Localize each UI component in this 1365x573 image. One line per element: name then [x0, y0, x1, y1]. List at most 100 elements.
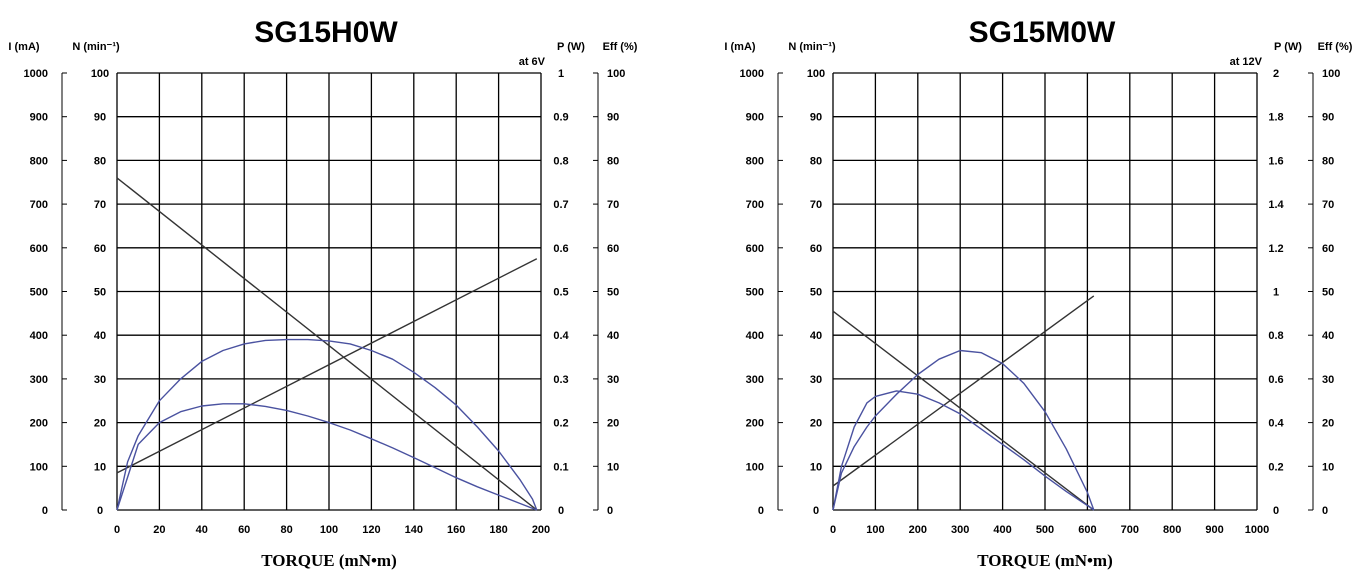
y-tick-label: 700 — [746, 199, 764, 211]
y-tick-label: 500 — [30, 287, 48, 299]
y-tick-label: 0 — [813, 505, 819, 517]
y-tick-label: 40 — [607, 330, 619, 342]
y-tick-label: 0.1 — [553, 461, 568, 473]
y-tick-label: 30 — [1322, 374, 1334, 386]
y-tick-label: 80 — [810, 155, 822, 167]
y-tick-label: 70 — [607, 199, 619, 211]
y-tick-label: 10 — [1322, 461, 1334, 473]
y-tick-label: 0.4 — [553, 330, 569, 342]
y-tick-label: 200 — [30, 418, 48, 430]
series-line-4 — [832, 390, 1095, 511]
y-tick-label: 800 — [746, 155, 764, 167]
y-tick-label: 0.2 — [553, 418, 568, 430]
x-tick-label: 0 — [114, 524, 120, 536]
y-tick-label: 70 — [810, 199, 822, 211]
y-tick-label: 300 — [30, 374, 48, 386]
x-tick-label: 800 — [1163, 524, 1181, 536]
y-tick-label: 600 — [30, 243, 48, 255]
x-tick-label: 700 — [1121, 524, 1139, 536]
y-axis-label: P (W) — [557, 41, 585, 53]
y-tick-label: 1 — [558, 68, 564, 80]
y-tick-label: 100 — [91, 68, 109, 80]
y-tick-label: 60 — [607, 243, 619, 255]
x-tick-label: 100 — [320, 524, 338, 536]
y-tick-label: 20 — [810, 418, 822, 430]
x-tick-label: 200 — [532, 524, 550, 536]
y-tick-label: 0.8 — [553, 155, 568, 167]
x-tick-label: 500 — [1036, 524, 1054, 536]
y-tick-label: 60 — [94, 243, 106, 255]
x-tick-label: 180 — [489, 524, 507, 536]
y-tick-label: 1.6 — [1268, 155, 1283, 167]
y-tick-label: 100 — [807, 68, 825, 80]
y-tick-label: 50 — [607, 287, 619, 299]
series-line-2 — [116, 258, 538, 474]
y-tick-label: 70 — [1322, 199, 1334, 211]
x-tick-label: 200 — [909, 524, 927, 536]
y-tick-label: 0.3 — [553, 374, 568, 386]
x-tick-label: 40 — [196, 524, 208, 536]
y-tick-label: 50 — [94, 287, 106, 299]
y-tick-label: 100 — [1322, 68, 1340, 80]
y-tick-label: 700 — [30, 199, 48, 211]
y-tick-label: 0.2 — [1268, 461, 1283, 473]
x-tick-label: 140 — [405, 524, 423, 536]
y-axis-label: N (min⁻¹) — [788, 41, 836, 53]
y-axis-label: I (mA) — [724, 41, 756, 53]
voltage-annotation: at 6V — [519, 56, 546, 68]
y-tick-label: 800 — [30, 155, 48, 167]
x-tick-label: 900 — [1205, 524, 1223, 536]
y-tick-label: 1000 — [740, 68, 764, 80]
y-tick-label: 80 — [1322, 155, 1334, 167]
y-tick-label: 40 — [94, 330, 106, 342]
y-axis-label: P (W) — [1274, 41, 1302, 53]
y-tick-label: 0.7 — [553, 199, 568, 211]
y-tick-label: 0 — [1322, 505, 1328, 517]
y-tick-label: 100 — [746, 461, 764, 473]
y-tick-label: 10 — [607, 461, 619, 473]
y-tick-label: 20 — [607, 418, 619, 430]
y-tick-label: 0 — [1273, 505, 1279, 517]
y-axis-label: N (min⁻¹) — [72, 41, 120, 53]
y-tick-label: 40 — [810, 330, 822, 342]
x-tick-label: 120 — [362, 524, 380, 536]
y-tick-label: 600 — [746, 243, 764, 255]
y-tick-label: 400 — [30, 330, 48, 342]
y-tick-label: 10 — [94, 461, 106, 473]
y-tick-label: 90 — [94, 112, 106, 124]
voltage-annotation: at 12V — [1230, 56, 1263, 68]
y-tick-label: 0 — [42, 505, 48, 517]
x-tick-label: 160 — [447, 524, 465, 536]
x-tick-label: 100 — [866, 524, 884, 536]
y-tick-label: 60 — [1322, 243, 1334, 255]
series-line-3 — [832, 349, 1095, 511]
y-tick-label: 0.9 — [553, 112, 568, 124]
x-tick-label: 300 — [951, 524, 969, 536]
y-tick-label: 0 — [97, 505, 103, 517]
y-axis-label: Eff (%) — [603, 41, 638, 53]
y-tick-label: 40 — [1322, 330, 1334, 342]
series-line-1 — [832, 310, 1095, 511]
y-tick-label: 80 — [94, 155, 106, 167]
y-tick-label: 0.6 — [1268, 374, 1283, 386]
y-tick-label: 200 — [746, 418, 764, 430]
y-tick-label: 90 — [1322, 112, 1334, 124]
x-tick-label: 0 — [830, 524, 836, 536]
y-tick-label: 50 — [1322, 287, 1334, 299]
x-tick-label: 80 — [280, 524, 292, 536]
y-tick-label: 500 — [746, 287, 764, 299]
y-tick-label: 1.2 — [1268, 243, 1283, 255]
y-tick-label: 1 — [1273, 287, 1279, 299]
x-axis-label: TORQUE (mN•m) — [977, 551, 1113, 570]
y-tick-label: 80 — [607, 155, 619, 167]
y-tick-label: 10 — [810, 461, 822, 473]
series-line-1 — [116, 177, 538, 511]
y-tick-label: 1.8 — [1268, 112, 1283, 124]
y-tick-label: 30 — [94, 374, 106, 386]
x-tick-label: 1000 — [1245, 524, 1269, 536]
x-tick-label: 20 — [153, 524, 165, 536]
y-tick-label: 0 — [607, 505, 613, 517]
y-tick-label: 60 — [810, 243, 822, 255]
